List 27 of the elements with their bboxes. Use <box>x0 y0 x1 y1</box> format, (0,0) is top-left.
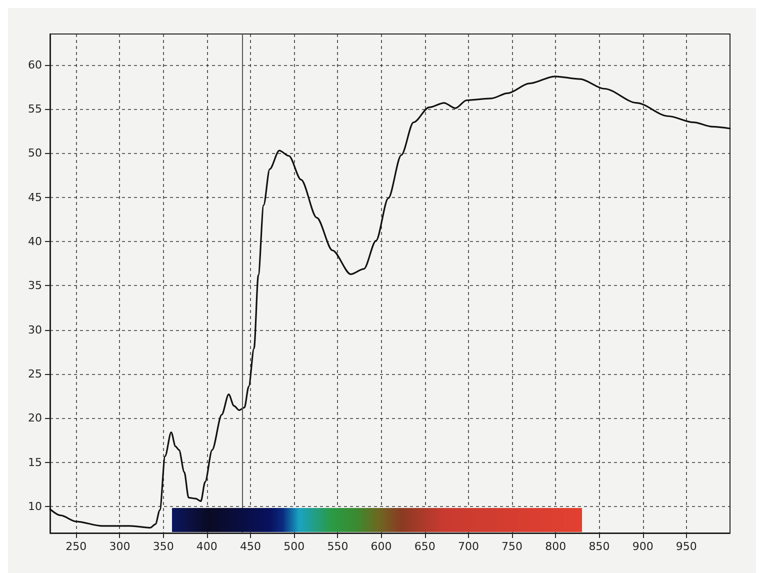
line-series <box>49 76 731 528</box>
x-tick-label: 550 <box>327 540 348 553</box>
x-tick-label: 650 <box>414 540 436 553</box>
x-tick-label: 800 <box>545 540 566 553</box>
x-tick-label: 400 <box>196 540 218 553</box>
y-tick-label: 45 <box>28 190 42 204</box>
x-tick-label: 850 <box>588 540 610 553</box>
y-tick-label: 40 <box>28 235 42 248</box>
y-tick-label: 15 <box>28 456 42 469</box>
x-tick-label: 600 <box>370 540 392 553</box>
x-tick-label: 900 <box>632 540 654 553</box>
y-tick-label: 55 <box>28 102 42 116</box>
x-tick-label: 500 <box>284 540 305 553</box>
y-tick-label: 20 <box>28 412 42 425</box>
y-tick-label: 10 <box>28 500 42 514</box>
y-tick-label: 35 <box>28 279 42 292</box>
x-tick-label: 700 <box>458 540 479 553</box>
x-tick-label: 750 <box>502 540 523 553</box>
x-tick-label: 450 <box>240 540 262 553</box>
y-tick-label: 60 <box>28 58 42 72</box>
x-tick-label: 250 <box>66 540 87 553</box>
x-tick-label: 350 <box>152 540 174 553</box>
y-tick-label: 50 <box>28 146 42 160</box>
y-tick-label: 30 <box>28 323 42 336</box>
y-tick-label: 25 <box>28 368 42 381</box>
x-tick-label: 300 <box>109 540 130 553</box>
x-tick-label: 950 <box>676 540 697 553</box>
